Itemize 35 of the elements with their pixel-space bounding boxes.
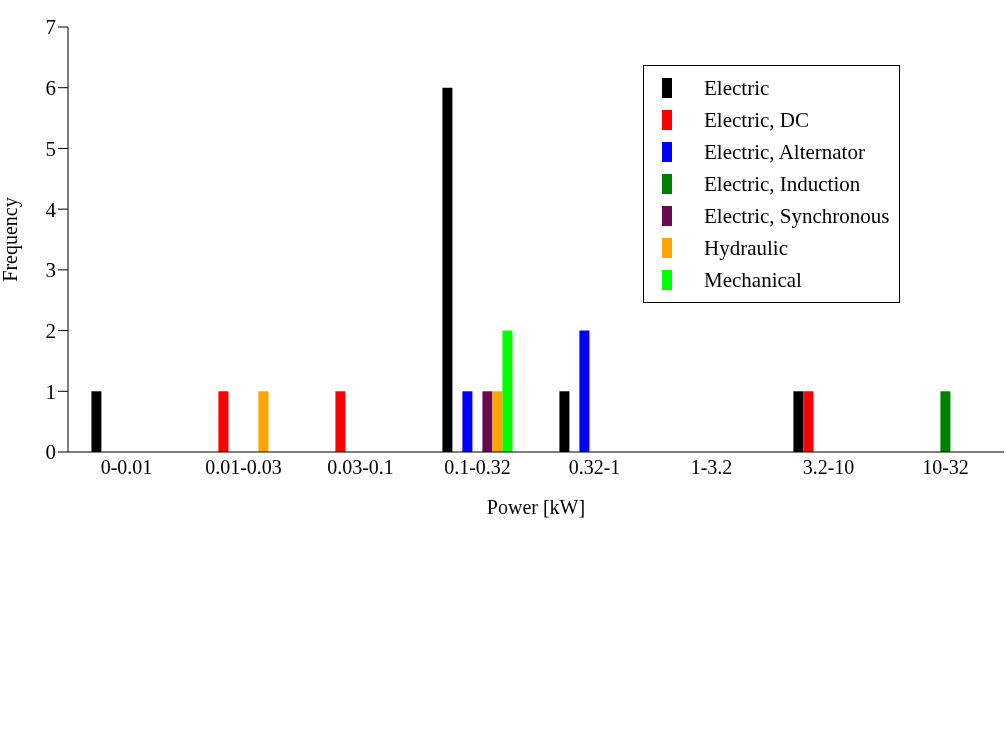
x-tick-label: 0.01-0.03 xyxy=(205,456,282,479)
x-tick-label: 0-0.01 xyxy=(100,456,153,479)
legend-label: Hydraulic xyxy=(704,235,788,262)
bar xyxy=(462,391,473,452)
bar xyxy=(492,391,503,452)
bar xyxy=(940,391,951,452)
legend-label: Electric, Alternator xyxy=(704,139,865,166)
legend-label: Electric, Synchronous xyxy=(704,203,890,230)
bar xyxy=(502,330,513,452)
y-tick-label: 4 xyxy=(45,197,57,222)
x-tick-label: 0.03-0.1 xyxy=(327,456,394,479)
bar xyxy=(482,391,493,452)
y-tick-label: 0 xyxy=(45,440,56,465)
x-tick-label: 10-32 xyxy=(922,456,969,479)
x-tick-label: 0.32-1 xyxy=(568,456,621,479)
bar xyxy=(579,330,590,452)
y-tick-label: 6 xyxy=(45,76,56,101)
legend-label: Electric, DC xyxy=(704,107,809,134)
legend-label: Electric xyxy=(704,75,770,102)
bar xyxy=(803,391,814,452)
x-tick-label: 1-3.2 xyxy=(690,456,733,479)
legend-label: Electric, Induction xyxy=(704,171,861,198)
y-tick-label: 1 xyxy=(45,379,56,404)
legend-label: Mechanical xyxy=(704,267,802,294)
x-tick-label: 0.1-0.32 xyxy=(444,456,511,479)
x-axis-title: Power [kW] xyxy=(486,496,586,518)
y-tick-label: 2 xyxy=(45,319,56,344)
y-tick-label: 5 xyxy=(45,136,56,161)
x-tick-label: 3.2-10 xyxy=(802,456,855,479)
bar xyxy=(335,391,346,452)
y-axis-title: Frequency xyxy=(0,197,23,282)
y-tick-label: 7 xyxy=(45,15,56,40)
y-tick-label: 3 xyxy=(45,258,56,283)
bar xyxy=(258,391,269,452)
bar xyxy=(218,391,229,452)
